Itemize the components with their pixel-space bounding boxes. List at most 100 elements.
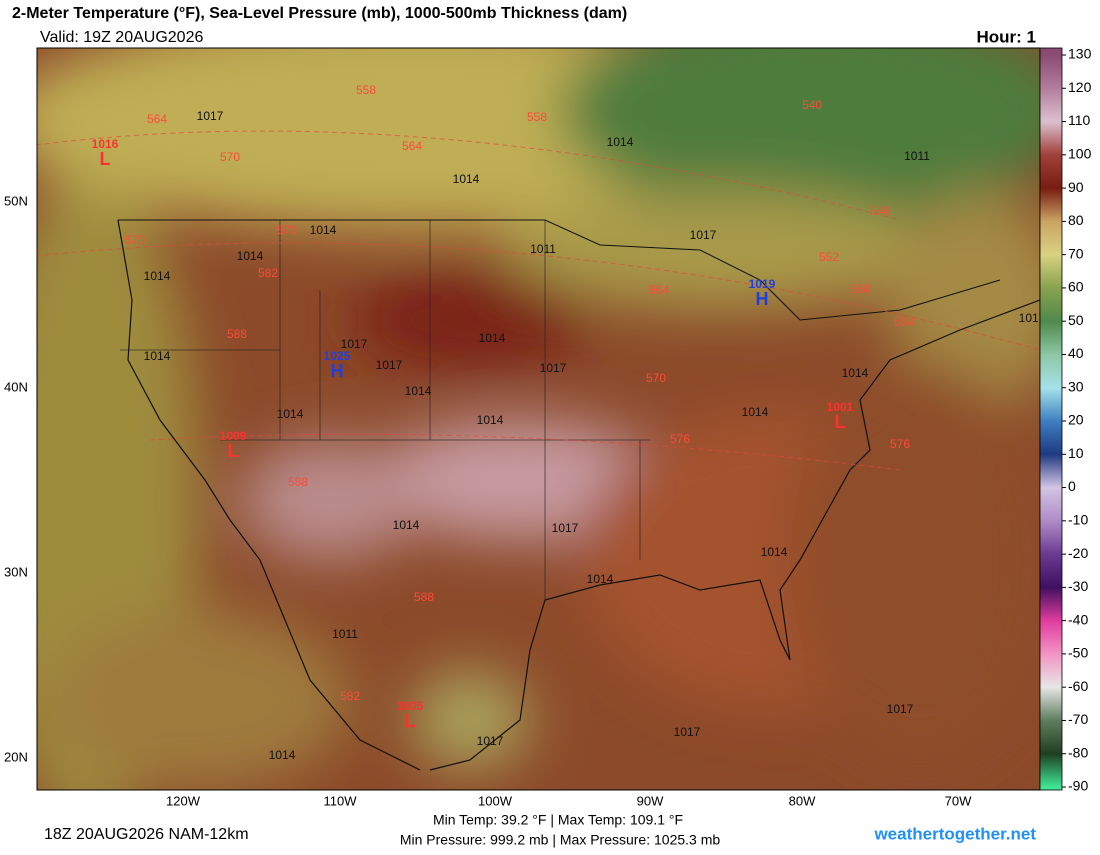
low-pressure-value: 1016 (92, 137, 119, 151)
high-pressure-value: 1025 (324, 349, 351, 363)
low-pressure-value: 1005 (397, 699, 424, 713)
longitude-label: 70W (945, 793, 972, 808)
isobar-label: 1014 (393, 518, 420, 532)
isobar-label: 1017 (197, 109, 224, 123)
high-symbol: H (756, 289, 769, 309)
isobar-label: 1014 (277, 407, 304, 421)
model-run: 18Z 20AUG2026 NAM-12km (44, 826, 249, 843)
thickness-label: 564 (147, 112, 167, 126)
thickness-label: 540 (802, 98, 822, 112)
longitude-label: 100W (478, 793, 513, 808)
isobar-label: 1014 (587, 572, 614, 586)
valid-time: Valid: 19Z 20AUG2026 (40, 29, 203, 46)
colorbar-tick-label: 110 (1068, 112, 1091, 128)
low-symbol: L (835, 412, 846, 432)
longitude-label: 110W (324, 793, 358, 808)
isobar-label: 1014 (405, 384, 432, 398)
thickness-label: 558 (850, 282, 870, 296)
low-pressure-value: 1001 (827, 400, 854, 414)
low-pressure-value: 1009 (220, 429, 247, 443)
isobar-label: 1017 (552, 521, 579, 535)
colorbar-tick-label: 130 (1068, 46, 1092, 62)
isobar-label: 1011 (904, 149, 930, 163)
thickness-label: 558 (527, 110, 547, 124)
isobar-label: 1014 (742, 405, 769, 419)
isobar-label: 1014 (761, 545, 788, 559)
colorbar-tick-label: -40 (1068, 611, 1088, 627)
low-symbol: L (405, 711, 416, 731)
isobar-label: 1014 (269, 748, 296, 762)
isobar-label: 1014 (477, 413, 504, 427)
colorbar-tick-label: -80 (1068, 744, 1088, 760)
colorbar-tick-label: -10 (1068, 512, 1088, 528)
isobar-label: 1011 (332, 627, 358, 641)
thickness-label: 570 (125, 233, 145, 247)
isobar-label: 1017 (674, 725, 701, 739)
thickness-label: 570 (220, 150, 240, 164)
isobar-label: 1014 (607, 135, 634, 149)
latitude-label: 30N (4, 564, 28, 579)
thickness-label: 546 (870, 204, 890, 218)
colorbar-tick-label: 60 (1068, 279, 1084, 295)
isobar-label: 1014 (144, 269, 171, 283)
thickness-label: 564 (402, 139, 422, 153)
longitude-label: 80W (789, 793, 816, 808)
isobar-label: 1017 (887, 702, 914, 716)
latitude-label: 20N (4, 749, 28, 764)
thickness-label: 576 (670, 432, 690, 446)
isobar-label: 1014 (453, 172, 480, 186)
thickness-label: 558 (356, 83, 376, 97)
pressure-stats: Min Pressure: 999.2 mb | Max Pressure: 1… (400, 832, 721, 848)
thickness-label: 588 (227, 327, 247, 341)
thickness-label: 576 (277, 223, 297, 237)
colorbar-tick-label: -20 (1068, 545, 1088, 561)
latitude-label: 50N (4, 193, 28, 208)
colorbar-tick-label: 50 (1068, 312, 1084, 328)
longitude-label: 90W (637, 793, 664, 808)
isobar-label: 1014 (310, 223, 337, 237)
colorbar-tick-label: 40 (1068, 345, 1084, 361)
thickness-label: 564 (649, 283, 669, 297)
colorbar-tick-label: 80 (1068, 212, 1084, 228)
thickness-label: 570 (646, 371, 666, 385)
isobar-label: 1014 (479, 331, 506, 345)
thickness-label: 564 (894, 315, 914, 329)
isobar-label: 1014 (237, 249, 264, 263)
colorbar-tick-label: 90 (1068, 179, 1084, 195)
isobar-label: 1014 (144, 349, 171, 363)
isobar-label: 1014 (842, 366, 869, 380)
colorbar (1039, 47, 1063, 791)
colorbar-tick-label: 120 (1068, 79, 1092, 95)
isobar-label: 1017 (341, 337, 368, 351)
colorbar-tick-label: -50 (1068, 645, 1088, 661)
thickness-label: 588 (414, 590, 434, 604)
colorbar-tick-label: 10 (1068, 445, 1084, 461)
colorbar-tick-label: 30 (1068, 378, 1084, 394)
thickness-label: 582 (258, 266, 278, 280)
colorbar-tick-label: 70 (1068, 245, 1084, 261)
site-link[interactable]: weathertogether.net (873, 824, 1036, 843)
isobar-label: 1017 (540, 361, 567, 375)
forecast-hour: Hour: 1 (977, 27, 1037, 46)
colorbar-tick-label: 20 (1068, 412, 1084, 428)
high-symbol: H (331, 361, 344, 381)
low-symbol: L (100, 149, 111, 169)
title: 2-Meter Temperature (°F), Sea-Level Pres… (12, 5, 627, 22)
longitude-label: 120W (166, 793, 201, 808)
thickness-label: 588 (288, 475, 308, 489)
isobar-label: 1017 (1019, 311, 1046, 325)
colorbar-tick-label: -90 (1068, 778, 1088, 794)
colorbar-tick-label: 0 (1068, 478, 1076, 494)
isobar-label: 1017 (376, 358, 403, 372)
colorbar-tick-label: -70 (1068, 711, 1088, 727)
isobar-label: 1017 (690, 228, 717, 242)
thickness-label: 576 (890, 437, 910, 451)
colorbar-tick-label: -60 (1068, 678, 1088, 694)
colorbar-tick-label: -30 (1068, 578, 1088, 594)
isobar-label: 1017 (477, 734, 504, 748)
high-pressure-value: 1019 (749, 277, 776, 291)
latitude-label: 40N (4, 379, 28, 394)
isobar-label: 1011 (530, 242, 556, 256)
